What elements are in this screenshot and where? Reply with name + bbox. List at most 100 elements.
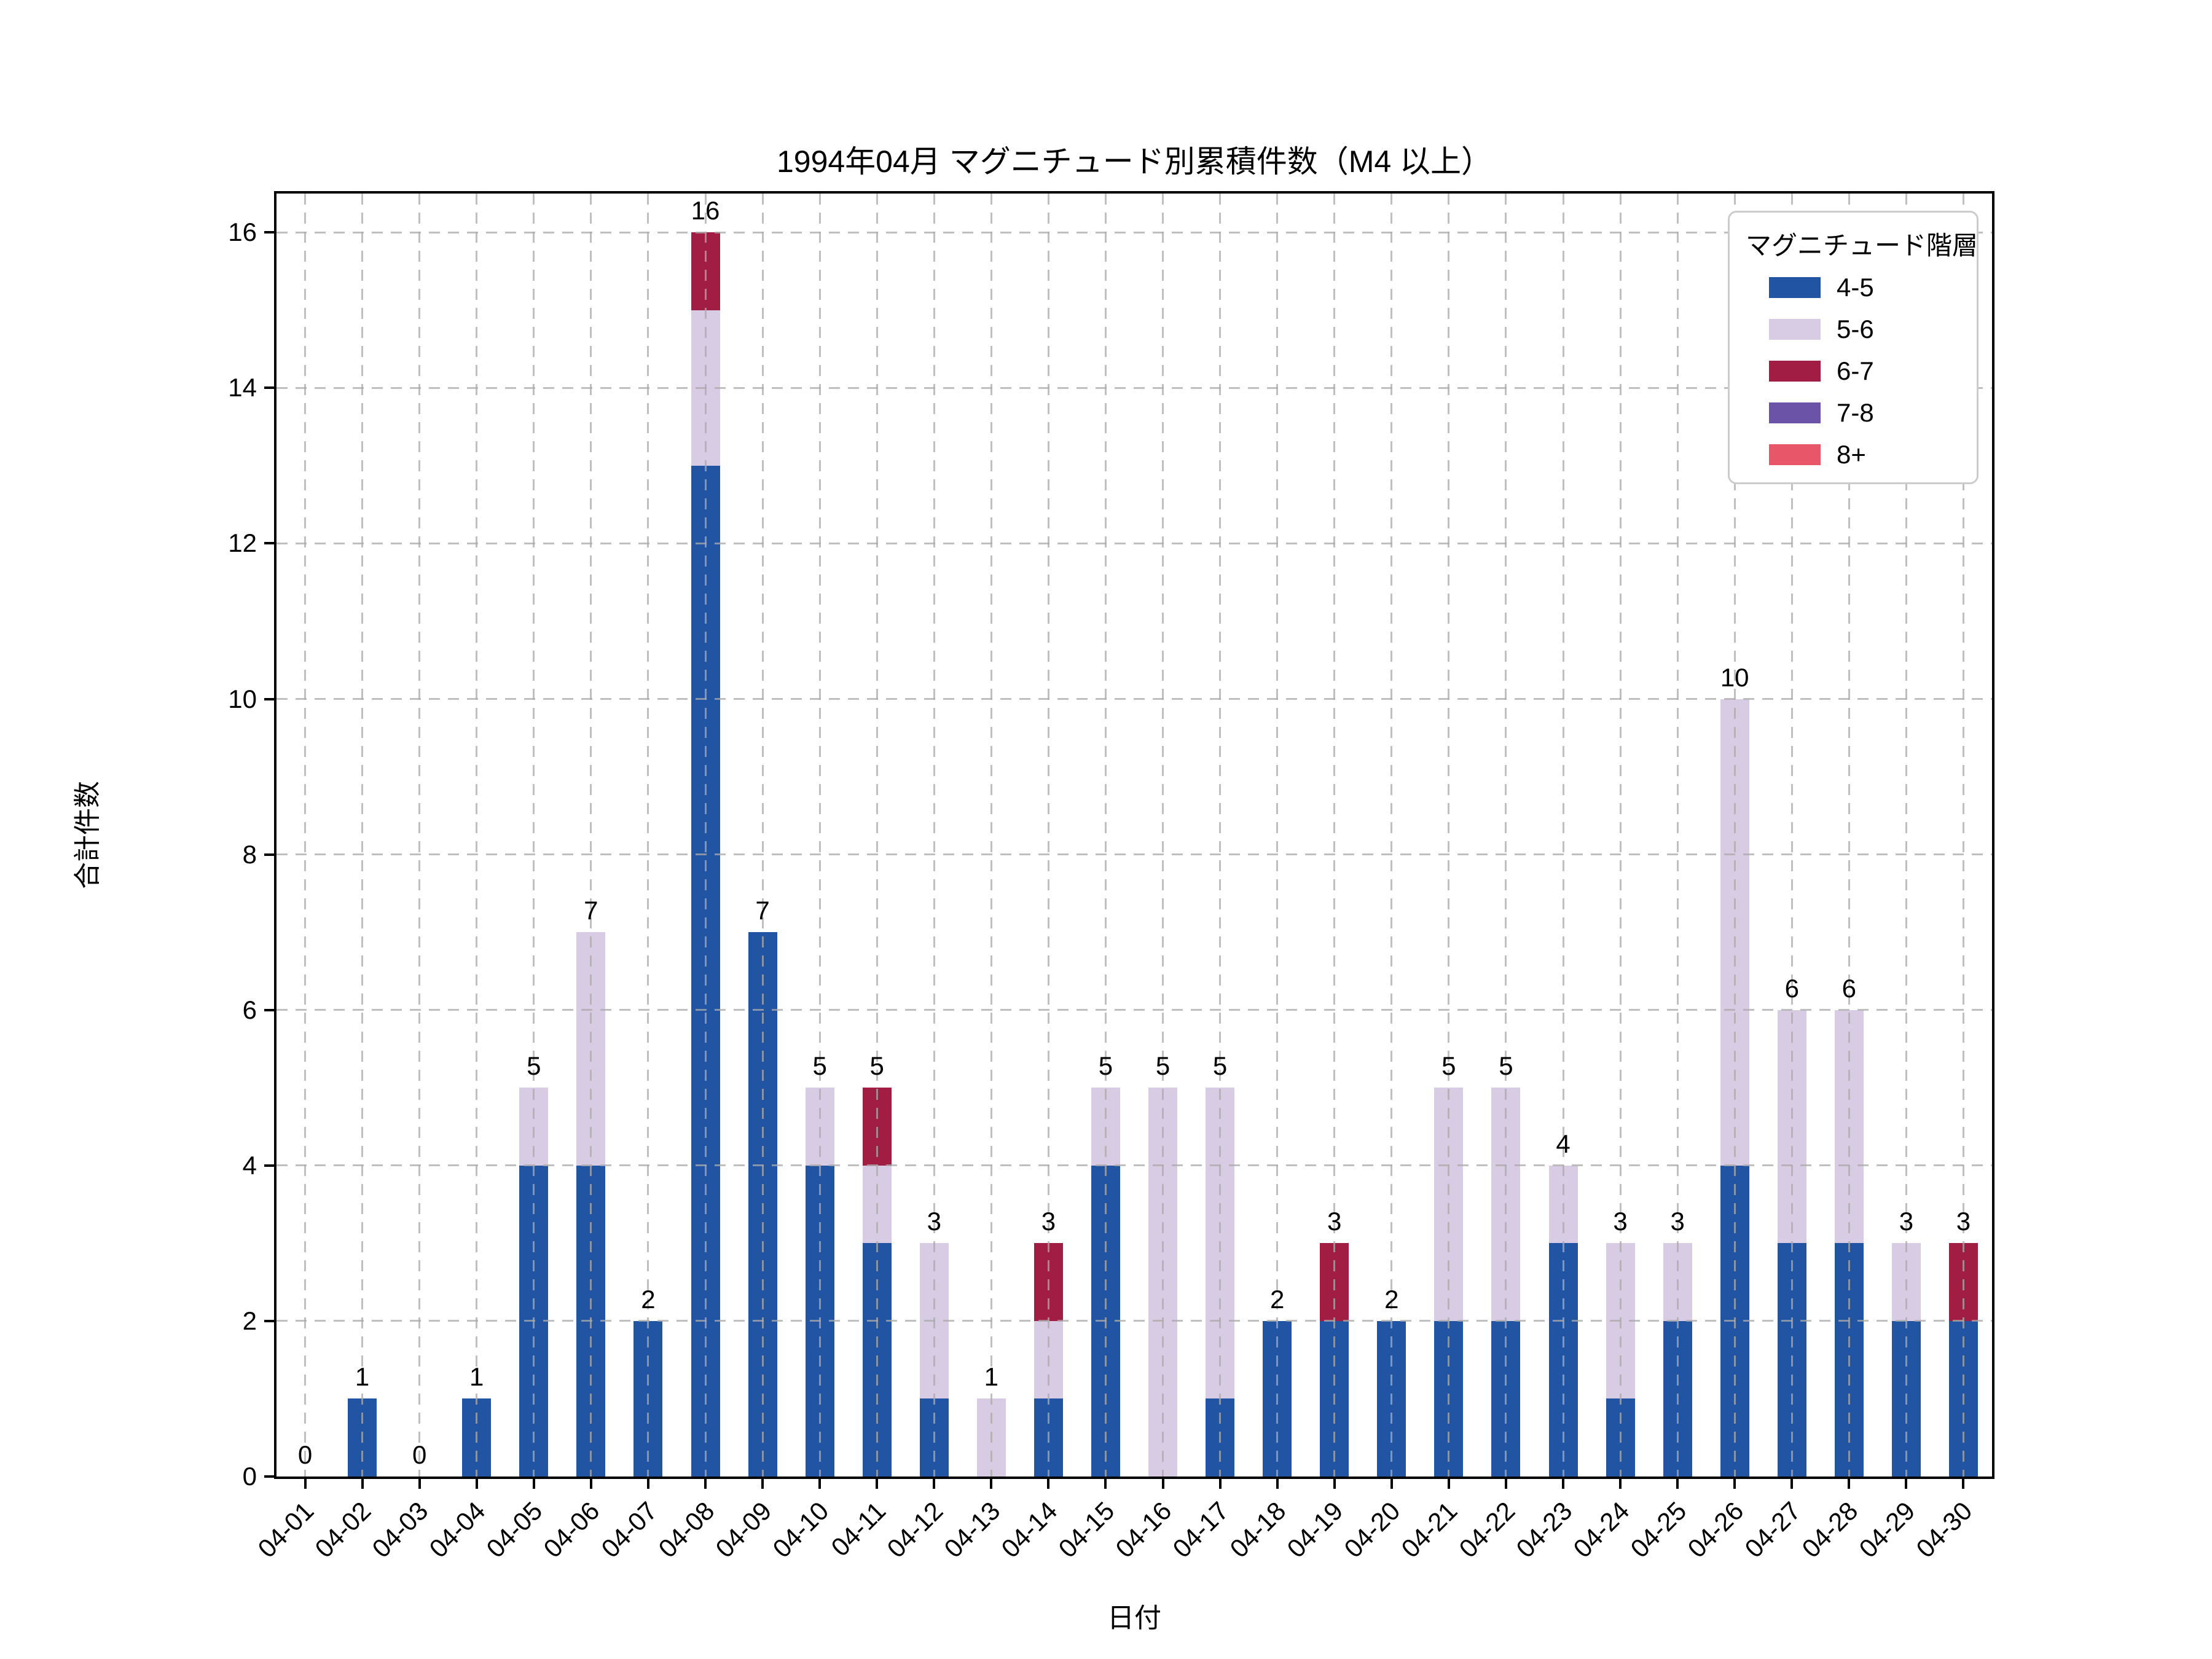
legend-label-7-8: 7-8	[1837, 398, 1874, 427]
legend-label-6-7: 6-7	[1837, 356, 1874, 385]
legend-swatch-7-8	[1769, 402, 1821, 423]
gridline-vertical-04-17	[1219, 194, 1222, 1477]
gridline-vertical-04-28	[1848, 194, 1850, 1477]
x-tick-label-04-27: 04-27	[1739, 1496, 1806, 1564]
gridline-vertical-04-23	[1562, 194, 1564, 1477]
y-tick-0	[264, 1475, 274, 1478]
x-tick-04-03	[418, 1479, 421, 1489]
bar-total-label-04-16: 5	[1155, 1051, 1171, 1081]
y-tick-6	[264, 1008, 274, 1011]
x-tick-04-23	[1562, 1479, 1564, 1489]
x-tick-04-20	[1390, 1479, 1393, 1489]
gridline-vertical-04-30	[1962, 194, 1964, 1477]
x-tick-04-09	[761, 1479, 764, 1489]
y-tick-label-10: 10	[228, 684, 257, 713]
gridline-vertical-04-14	[1047, 194, 1049, 1477]
gridline-vertical-04-12	[933, 194, 935, 1477]
x-tick-04-10	[818, 1479, 822, 1489]
gridline-vertical-04-29	[1905, 194, 1907, 1477]
x-tick-04-06	[589, 1479, 592, 1489]
gridline-horizontal-6	[276, 1009, 1992, 1011]
y-tick-label-4: 4	[242, 1150, 257, 1180]
x-tick-label-04-12: 04-12	[881, 1496, 949, 1564]
bar-total-label-04-03: 0	[412, 1440, 427, 1469]
y-tick-label-12: 12	[228, 528, 257, 558]
bar-total-label-04-01: 0	[297, 1440, 313, 1469]
x-tick-04-12	[933, 1479, 936, 1489]
bar-total-label-04-19: 3	[1327, 1207, 1342, 1236]
x-tick-04-21	[1447, 1479, 1450, 1489]
x-axis-label: 日付	[1107, 1603, 1161, 1633]
bar-total-label-04-08: 16	[691, 196, 720, 226]
bar-total-label-04-25: 3	[1670, 1207, 1685, 1236]
x-tick-04-27	[1790, 1479, 1794, 1489]
chart-title: 1994年04月 マグニチュード別累積件数（M4 以上）	[776, 144, 1492, 179]
gridline-vertical-04-27	[1790, 194, 1793, 1477]
bar-total-label-04-14: 3	[1041, 1207, 1056, 1236]
legend-label-4-5: 4-5	[1837, 273, 1874, 302]
x-tick-label-04-08: 04-08	[652, 1496, 720, 1564]
bar-total-label-04-12: 3	[927, 1207, 941, 1236]
gridline-vertical-04-10	[818, 194, 821, 1477]
gridline-vertical-04-01	[304, 194, 307, 1477]
x-tick-04-25	[1676, 1479, 1679, 1489]
x-tick-label-04-30: 04-30	[1910, 1496, 1978, 1564]
bar-total-label-04-23: 4	[1556, 1129, 1571, 1158]
y-tick-16	[264, 231, 274, 234]
x-tick-04-29	[1905, 1479, 1908, 1489]
x-tick-label-04-11: 04-11	[825, 1496, 892, 1562]
gridline-vertical-04-15	[1104, 194, 1107, 1477]
x-tick-label-04-06: 04-06	[538, 1496, 605, 1564]
gridline-vertical-04-09	[761, 194, 764, 1477]
y-tick-label-16: 16	[228, 218, 257, 247]
legend-row-6-7: 6-7	[1769, 358, 1961, 384]
gridline-horizontal-16	[276, 231, 1992, 233]
y-tick-label-8: 8	[242, 839, 257, 869]
bar-total-label-04-09: 7	[755, 896, 770, 925]
legend-swatch-4-5	[1769, 277, 1821, 298]
gridline-vertical-04-16	[1162, 194, 1164, 1477]
bar-total-label-04-27: 6	[1784, 973, 1799, 1003]
gridline-horizontal-8	[276, 853, 1992, 856]
x-tick-04-17	[1218, 1479, 1222, 1489]
gridline-horizontal-10	[276, 698, 1992, 700]
bar-total-label-04-21: 5	[1441, 1051, 1456, 1081]
x-tick-04-24	[1619, 1479, 1622, 1489]
y-tick-label-6: 6	[242, 995, 257, 1024]
x-tick-label-04-09: 04-09	[709, 1496, 777, 1564]
gridline-horizontal-4	[276, 1164, 1992, 1167]
bar-total-label-04-24: 3	[1613, 1207, 1628, 1236]
x-tick-04-19	[1333, 1479, 1336, 1489]
x-tick-label-04-01: 04-01	[252, 1496, 320, 1564]
gridline-horizontal-2	[276, 1320, 1992, 1322]
x-tick-04-11	[876, 1479, 879, 1489]
x-tick-label-04-15: 04-15	[1053, 1496, 1120, 1564]
x-tick-label-04-03: 04-03	[366, 1496, 434, 1564]
x-tick-label-04-18: 04-18	[1224, 1496, 1292, 1564]
y-tick-label-2: 2	[242, 1306, 257, 1335]
legend-swatch-6-7	[1769, 361, 1821, 382]
x-tick-04-18	[1276, 1479, 1279, 1489]
bar-total-label-04-18: 2	[1269, 1284, 1285, 1314]
legend-label-5-6: 5-6	[1837, 315, 1874, 343]
gridline-vertical-04-20	[1390, 194, 1393, 1477]
x-tick-04-26	[1733, 1479, 1736, 1489]
x-tick-label-04-26: 04-26	[1682, 1496, 1749, 1564]
gridline-horizontal-12	[276, 542, 1992, 544]
bar-total-label-04-06: 7	[584, 896, 598, 925]
y-tick-label-14: 14	[228, 373, 257, 402]
legend-swatch-8+	[1769, 444, 1821, 465]
x-tick-label-04-17: 04-17	[1167, 1496, 1234, 1564]
x-tick-label-04-13: 04-13	[938, 1496, 1006, 1564]
x-tick-label-04-29: 04-29	[1853, 1496, 1921, 1564]
bar-total-label-04-28: 6	[1841, 973, 1857, 1003]
gridline-vertical-04-04	[476, 194, 478, 1477]
bar-total-label-04-17: 5	[1212, 1051, 1228, 1081]
x-tick-04-02	[361, 1479, 364, 1489]
x-tick-label-04-04: 04-04	[423, 1496, 491, 1564]
x-tick-04-08	[704, 1479, 707, 1489]
gridline-vertical-04-11	[876, 194, 878, 1477]
plot-area	[274, 191, 1994, 1479]
x-tick-label-04-28: 04-28	[1796, 1496, 1864, 1564]
